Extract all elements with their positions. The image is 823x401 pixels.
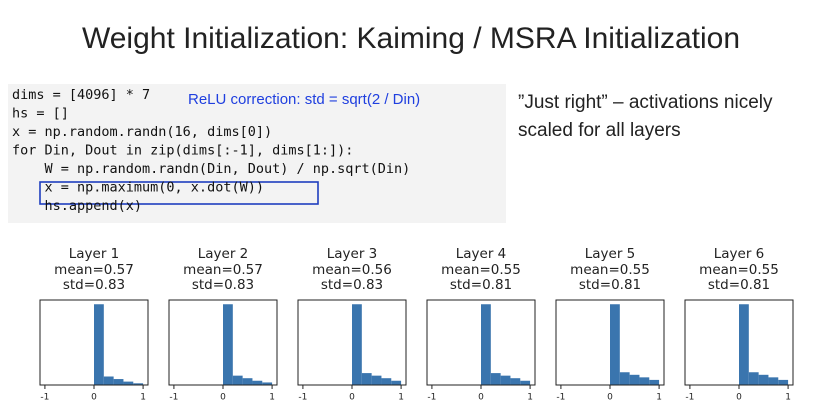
histogram-bar bbox=[649, 379, 660, 385]
note-line: scaled for all layers bbox=[518, 120, 681, 141]
slide-title: Weight Initialization: Kaiming / MSRA In… bbox=[82, 22, 740, 55]
histogram-bar bbox=[391, 380, 402, 385]
code-line: x = np.maximum(0, x.dot(W)) bbox=[12, 180, 264, 196]
chart-title: Layer 3 bbox=[327, 246, 378, 262]
chart-annotation: std=0.81 bbox=[708, 277, 770, 293]
chart-title: Layer 2 bbox=[198, 246, 249, 262]
x-tick-label: 1 bbox=[527, 393, 533, 401]
code-line: hs = [] bbox=[12, 106, 69, 122]
code-note: ReLU correction: std = sqrt(2 / Din) bbox=[188, 91, 420, 108]
chart-title: Layer 6 bbox=[714, 246, 765, 262]
chart-annotation: std=0.81 bbox=[579, 277, 641, 293]
chart-annotation: mean=0.56 bbox=[312, 262, 392, 278]
histogram-bar bbox=[103, 376, 114, 385]
x-tick-label: 1 bbox=[398, 393, 404, 401]
histogram-bar bbox=[610, 304, 620, 385]
chart-annotation: mean=0.55 bbox=[699, 262, 779, 278]
chart-annotation: mean=0.55 bbox=[570, 262, 650, 278]
histogram-bar bbox=[262, 382, 273, 385]
histogram-bar bbox=[361, 373, 372, 385]
x-tick-label: 1 bbox=[656, 393, 662, 401]
code-background bbox=[8, 84, 506, 223]
histogram-bar bbox=[520, 380, 531, 385]
chart-annotation: mean=0.55 bbox=[441, 262, 521, 278]
histogram-bar bbox=[778, 379, 789, 385]
highlight-box bbox=[39, 181, 319, 205]
x-tick-label: 0 bbox=[478, 393, 484, 401]
chart-title: Layer 1 bbox=[69, 246, 120, 262]
x-tick-label: 0 bbox=[91, 393, 97, 401]
x-tick-label: -1 bbox=[556, 393, 565, 401]
code-line: W = np.random.randn(Din, Dout) / np.sqrt… bbox=[12, 161, 410, 177]
chart-annotation: mean=0.57 bbox=[54, 262, 134, 278]
chart-title: Layer 4 bbox=[456, 246, 507, 262]
histogram-bar bbox=[629, 374, 640, 385]
chart-annotation: std=0.83 bbox=[63, 277, 125, 293]
histogram-bar bbox=[639, 377, 650, 385]
chart-annotation: std=0.81 bbox=[450, 277, 512, 293]
x-tick-label: 0 bbox=[220, 393, 226, 401]
x-tick-label: -1 bbox=[40, 393, 49, 401]
histogram-bar bbox=[510, 378, 521, 385]
histogram-bar bbox=[768, 377, 779, 385]
histogram-bar bbox=[490, 373, 501, 385]
code-line: x = np.random.randn(16, dims[0]) bbox=[12, 124, 272, 140]
x-tick-label: -1 bbox=[427, 393, 436, 401]
code-line: dims = [4096] * 7 bbox=[12, 87, 150, 103]
note-line: ”Just right” – activations nicely bbox=[518, 92, 773, 113]
histogram-bar bbox=[619, 372, 630, 385]
histogram-bar bbox=[371, 375, 382, 385]
code-line: hs.append(x) bbox=[12, 198, 142, 214]
x-tick-label: 1 bbox=[785, 393, 791, 401]
histogram-bar bbox=[758, 374, 769, 385]
code-line: for Din, Dout in zip(dims[:-1], dims[1:]… bbox=[12, 143, 353, 159]
histogram-bar bbox=[94, 304, 104, 385]
histogram-bar bbox=[252, 380, 263, 385]
histogram-bar bbox=[500, 375, 511, 385]
histogram-bar bbox=[223, 304, 233, 385]
histogram-bar bbox=[242, 378, 253, 385]
x-tick-label: -1 bbox=[685, 393, 694, 401]
x-tick-label: 0 bbox=[349, 393, 355, 401]
histogram-bar bbox=[381, 378, 392, 385]
x-tick-label: 1 bbox=[140, 393, 146, 401]
x-tick-label: -1 bbox=[298, 393, 307, 401]
chart-annotation: std=0.83 bbox=[192, 277, 254, 293]
histogram-bar bbox=[748, 372, 759, 385]
chart-title: Layer 5 bbox=[585, 246, 636, 262]
x-tick-label: 0 bbox=[736, 393, 742, 401]
chart-annotation: mean=0.57 bbox=[183, 262, 263, 278]
histogram-bar bbox=[739, 304, 749, 385]
histogram-bar bbox=[232, 375, 243, 385]
histogram-bar bbox=[133, 383, 144, 385]
histogram-bar bbox=[123, 381, 134, 385]
x-tick-label: -1 bbox=[169, 393, 178, 401]
x-tick-label: 0 bbox=[607, 393, 613, 401]
histogram-bar bbox=[352, 304, 362, 385]
histogram-bar bbox=[481, 304, 491, 385]
histogram-bar bbox=[113, 379, 124, 385]
chart-annotation: std=0.83 bbox=[321, 277, 383, 293]
x-tick-label: 1 bbox=[269, 393, 275, 401]
